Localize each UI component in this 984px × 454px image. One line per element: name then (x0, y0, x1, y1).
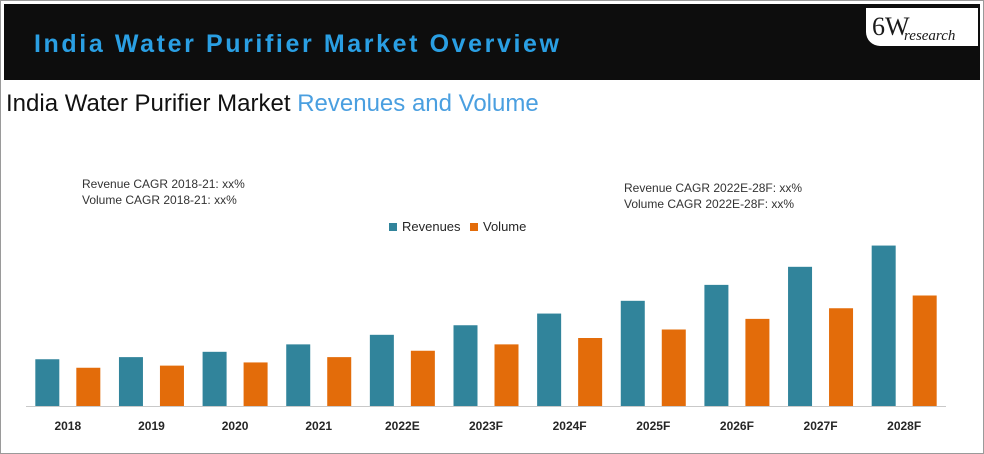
cagr-note-line: Volume CAGR 2022E-28F: xx% (624, 197, 795, 211)
x-tick-label: 2027F (804, 419, 838, 433)
revenue-bar (620, 300, 645, 406)
banner-title: India Water Purifier Market Overview (34, 30, 562, 58)
legend-label: Volume (483, 219, 526, 234)
x-tick-label: 2020 (222, 419, 249, 433)
x-tick-label: 2025F (636, 419, 670, 433)
volume-bar (327, 357, 352, 406)
revenue-bar (788, 266, 813, 406)
heading-accent-text: Revenues and Volume (297, 90, 539, 117)
x-tick-label: 2018 (54, 419, 81, 433)
revenue-bar (369, 334, 394, 406)
revenue-bar (871, 245, 896, 406)
cagr-note-forecast: Revenue CAGR 2022E-28F: xx% Volume CAGR … (624, 180, 802, 212)
heading-dark-text: India Water Purifier Market (6, 90, 298, 117)
revenue-bar (453, 325, 478, 406)
x-tick-label: 2023F (469, 419, 503, 433)
x-tick-label: 2026F (720, 419, 754, 433)
volume-bar (494, 344, 519, 406)
volume-bar (661, 329, 686, 406)
x-tick-label: 2021 (305, 419, 332, 433)
chart-heading: India Water Purifier Market Revenues and… (6, 90, 539, 118)
cagr-note-line: Volume CAGR 2018-21: xx% (82, 193, 237, 207)
volume-bar (829, 308, 854, 406)
cagr-note-historic: Revenue CAGR 2018-21: xx% Volume CAGR 20… (82, 176, 245, 208)
legend-label: Revenues (402, 219, 461, 234)
revenue-bar (537, 313, 562, 406)
volume-bar (745, 318, 770, 406)
cagr-note-line: Revenue CAGR 2022E-28F: xx% (624, 181, 803, 195)
volume-bar (912, 295, 937, 406)
cagr-note-line: Revenue CAGR 2018-21: xx% (82, 177, 245, 191)
logo-sub-text: research (904, 28, 956, 44)
volume-bar (76, 367, 101, 406)
volume-bar (159, 365, 184, 406)
x-tick-label: 2019 (138, 419, 165, 433)
x-tick-label: 2024F (553, 419, 587, 433)
x-tick-label: 2028F (887, 419, 921, 433)
revenue-bar (202, 351, 227, 406)
title-banner: India Water Purifier Market Overview 6W … (4, 4, 980, 80)
revenue-bar (35, 359, 60, 406)
legend-swatch (470, 223, 478, 231)
logo-main-text: 6W (872, 12, 910, 41)
revenue-bar (704, 284, 729, 406)
x-tick-label: 2022E (385, 419, 420, 433)
volume-bar (410, 350, 435, 406)
volume-bar (578, 338, 603, 406)
volume-bar (243, 362, 268, 406)
company-logo: 6W research (866, 8, 978, 46)
legend-swatch (389, 223, 397, 231)
revenue-bar (286, 344, 311, 406)
revenue-bar (118, 357, 143, 406)
